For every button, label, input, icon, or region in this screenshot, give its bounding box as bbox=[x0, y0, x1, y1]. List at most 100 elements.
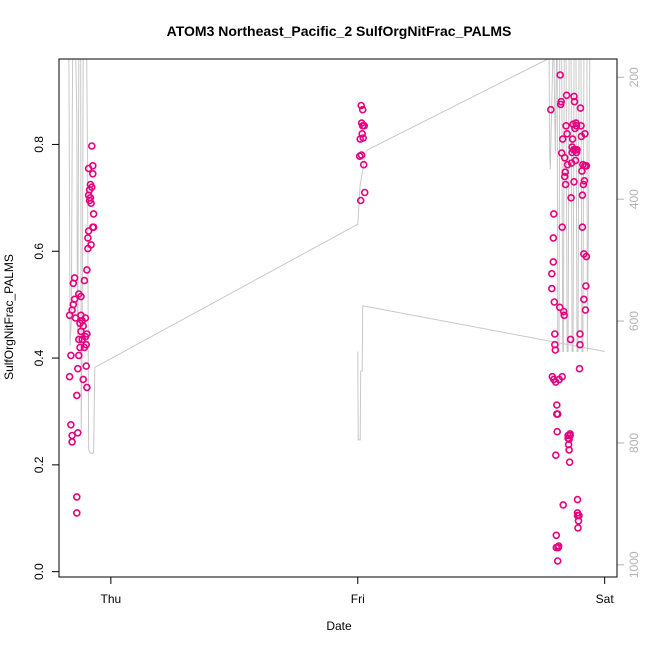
data-point bbox=[560, 172, 569, 181]
data-point bbox=[360, 122, 369, 130]
data-point bbox=[82, 340, 90, 349]
data-point bbox=[83, 266, 91, 274]
data-point bbox=[356, 196, 365, 205]
data-point bbox=[565, 458, 574, 467]
data-point bbox=[551, 451, 560, 460]
x-tick-label: Fri bbox=[351, 592, 365, 606]
data-point bbox=[547, 284, 556, 293]
data-point bbox=[74, 364, 82, 373]
data-point bbox=[570, 97, 579, 106]
data-point bbox=[89, 170, 97, 178]
data-point bbox=[73, 509, 81, 517]
data-point bbox=[567, 194, 575, 202]
data-point bbox=[552, 401, 561, 409]
data-point bbox=[360, 188, 369, 197]
data-point bbox=[561, 180, 570, 189]
data-point bbox=[558, 223, 567, 231]
data-point bbox=[87, 241, 95, 249]
data-point bbox=[89, 210, 98, 218]
y-tick-label-left: 0.0 bbox=[32, 563, 46, 580]
data-point bbox=[581, 306, 590, 314]
data-point bbox=[573, 146, 581, 154]
data-point bbox=[576, 340, 584, 349]
data-point bbox=[574, 524, 582, 532]
data-point bbox=[70, 295, 79, 304]
x-tick-label: Thu bbox=[101, 592, 122, 606]
data-point bbox=[566, 430, 574, 438]
data-point bbox=[568, 135, 577, 143]
data-point bbox=[560, 311, 569, 320]
data-point bbox=[560, 154, 569, 162]
data-point bbox=[553, 427, 562, 436]
y-tick-label-left: 0.4 bbox=[32, 349, 46, 366]
data-point bbox=[562, 122, 570, 130]
data-point bbox=[582, 162, 591, 170]
data-point bbox=[67, 420, 75, 429]
data-point bbox=[557, 97, 566, 106]
data-point bbox=[577, 122, 585, 130]
x-tick-label: Sat bbox=[596, 592, 615, 606]
data-point bbox=[561, 168, 570, 176]
pressure-line-2 bbox=[357, 305, 605, 441]
data-point bbox=[358, 130, 367, 138]
data-point bbox=[554, 542, 563, 550]
data-point bbox=[562, 91, 571, 100]
data-point bbox=[65, 372, 74, 381]
data-point bbox=[89, 162, 97, 170]
x-axis-label: Date bbox=[326, 619, 352, 633]
data-point bbox=[572, 122, 581, 130]
y-tick-label-right: 400 bbox=[627, 189, 641, 209]
y-tick-label-right: 600 bbox=[627, 311, 641, 331]
data-point bbox=[553, 557, 562, 565]
data-point bbox=[575, 364, 584, 373]
data-point bbox=[76, 343, 84, 352]
data-point bbox=[73, 391, 81, 400]
data-point bbox=[551, 346, 560, 354]
data-point bbox=[563, 130, 571, 138]
data-point bbox=[358, 105, 367, 114]
data-point bbox=[82, 362, 90, 370]
y-tick-label-right: 800 bbox=[627, 433, 641, 453]
data-point bbox=[550, 330, 559, 338]
data-point bbox=[566, 335, 575, 344]
data-point bbox=[555, 303, 564, 312]
data-point bbox=[75, 335, 83, 344]
data-point bbox=[73, 493, 81, 501]
chart-title: ATOM3 Northeast_Pacific_2 SulfOrgNitFrac… bbox=[167, 23, 512, 39]
data-point bbox=[576, 104, 585, 112]
pressure-lines bbox=[59, 58, 605, 455]
data-point bbox=[552, 531, 561, 540]
data-point bbox=[579, 180, 588, 189]
data-point bbox=[580, 177, 589, 185]
data-point bbox=[558, 135, 567, 143]
data-point bbox=[559, 501, 568, 509]
data-point bbox=[87, 199, 95, 207]
y-axis-left: 0.0 0.2 0.4 0.6 0.8 bbox=[32, 136, 60, 580]
data-point bbox=[88, 183, 96, 191]
data-point bbox=[83, 383, 91, 392]
data-point bbox=[581, 130, 589, 138]
data-point bbox=[68, 438, 76, 446]
data-point bbox=[582, 252, 591, 261]
data-point bbox=[549, 258, 558, 266]
data-point bbox=[359, 134, 368, 142]
y-tick-label-right: 1000 bbox=[627, 551, 641, 578]
data-point bbox=[563, 160, 572, 169]
data-point bbox=[553, 410, 562, 418]
data-point bbox=[549, 210, 558, 218]
plot-frame bbox=[58, 58, 618, 578]
y-axis-label: SulfOrgNitFrac_PALMS bbox=[2, 254, 16, 380]
data-point bbox=[84, 227, 93, 235]
data-point bbox=[84, 234, 92, 242]
data-point bbox=[573, 495, 582, 504]
y-tick-label-left: 0.2 bbox=[32, 456, 46, 473]
data-point bbox=[550, 298, 559, 306]
data-point bbox=[556, 71, 565, 79]
data-points bbox=[65, 71, 591, 565]
y-tick-label-right: 200 bbox=[627, 67, 641, 87]
data-point bbox=[67, 351, 75, 360]
data-point bbox=[570, 178, 578, 186]
data-point bbox=[80, 276, 89, 285]
data-point bbox=[75, 351, 83, 360]
